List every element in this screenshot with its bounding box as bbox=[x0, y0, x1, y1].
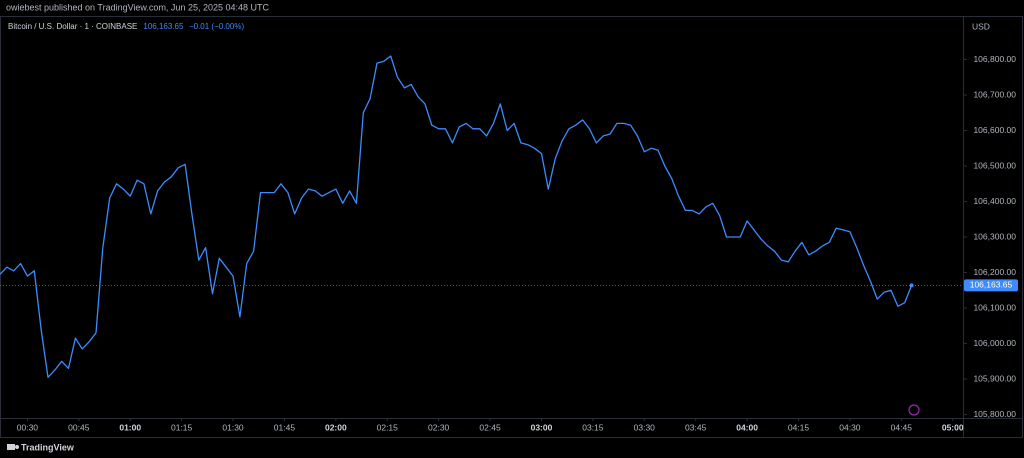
price-change: −0.01 (−0.00%) bbox=[189, 22, 244, 31]
y-tick-label: 106,400.00 bbox=[973, 196, 1016, 206]
y-tick-label: 106,800.00 bbox=[973, 54, 1016, 64]
y-tick-label: 105,800.00 bbox=[973, 409, 1016, 419]
chart-frame bbox=[0, 16, 1023, 438]
x-tick-label: 03:30 bbox=[634, 422, 656, 432]
last-price: 106,163.65 bbox=[143, 22, 184, 31]
y-tick-label: 106,300.00 bbox=[973, 231, 1016, 241]
y-tick-label: 106,100.00 bbox=[973, 302, 1016, 312]
logo-dot bbox=[15, 445, 19, 449]
x-tick-label: 04:00 bbox=[736, 422, 758, 432]
publisher-line: owiebest published on TradingView.com, J… bbox=[6, 2, 270, 12]
logo-mark bbox=[7, 444, 15, 450]
x-tick-label: 02:00 bbox=[325, 422, 347, 432]
x-tick-label: 02:30 bbox=[428, 422, 450, 432]
x-tick-label: 04:45 bbox=[891, 422, 913, 432]
y-tick-label: 106,600.00 bbox=[973, 125, 1016, 135]
symbol-title: Bitcoin / U.S. Dollar · 1 · COINBASE bbox=[8, 22, 137, 31]
x-tick-label: 01:30 bbox=[222, 422, 244, 432]
y-tick-label: 106,200.00 bbox=[973, 267, 1016, 277]
events-icon[interactable] bbox=[908, 404, 920, 416]
x-tick-label: 05:00 bbox=[942, 422, 964, 432]
x-tick-label: 04:30 bbox=[839, 422, 861, 432]
currency-label: USD bbox=[972, 21, 990, 31]
footer-logo bbox=[7, 444, 19, 450]
x-tick-label: 03:00 bbox=[531, 422, 553, 432]
price-line bbox=[0, 55, 913, 378]
y-tick-label: 106,700.00 bbox=[973, 89, 1016, 99]
last-price-tag bbox=[964, 279, 1018, 292]
y-tick-label: 106,000.00 bbox=[973, 338, 1016, 348]
x-tick-label: 00:30 bbox=[17, 422, 39, 432]
y-tick-label: 105,900.00 bbox=[973, 373, 1016, 383]
x-tick-label: 01:00 bbox=[119, 422, 141, 432]
y-tick-label: 106,500.00 bbox=[973, 160, 1016, 170]
last-point bbox=[909, 283, 914, 288]
brand-name: TradingView bbox=[21, 442, 75, 452]
x-tick-label: 01:15 bbox=[171, 422, 193, 432]
x-tick-label: 03:45 bbox=[685, 422, 707, 432]
x-tick-label: 03:15 bbox=[582, 422, 604, 432]
x-tick-label: 00:45 bbox=[68, 422, 90, 432]
x-tick-label: 02:15 bbox=[377, 422, 399, 432]
x-tick-label: 04:15 bbox=[788, 422, 810, 432]
x-tick-label: 01:45 bbox=[274, 422, 296, 432]
x-tick-label: 02:45 bbox=[479, 422, 501, 432]
last-price-tag-label: 106,163.65 bbox=[970, 280, 1013, 290]
